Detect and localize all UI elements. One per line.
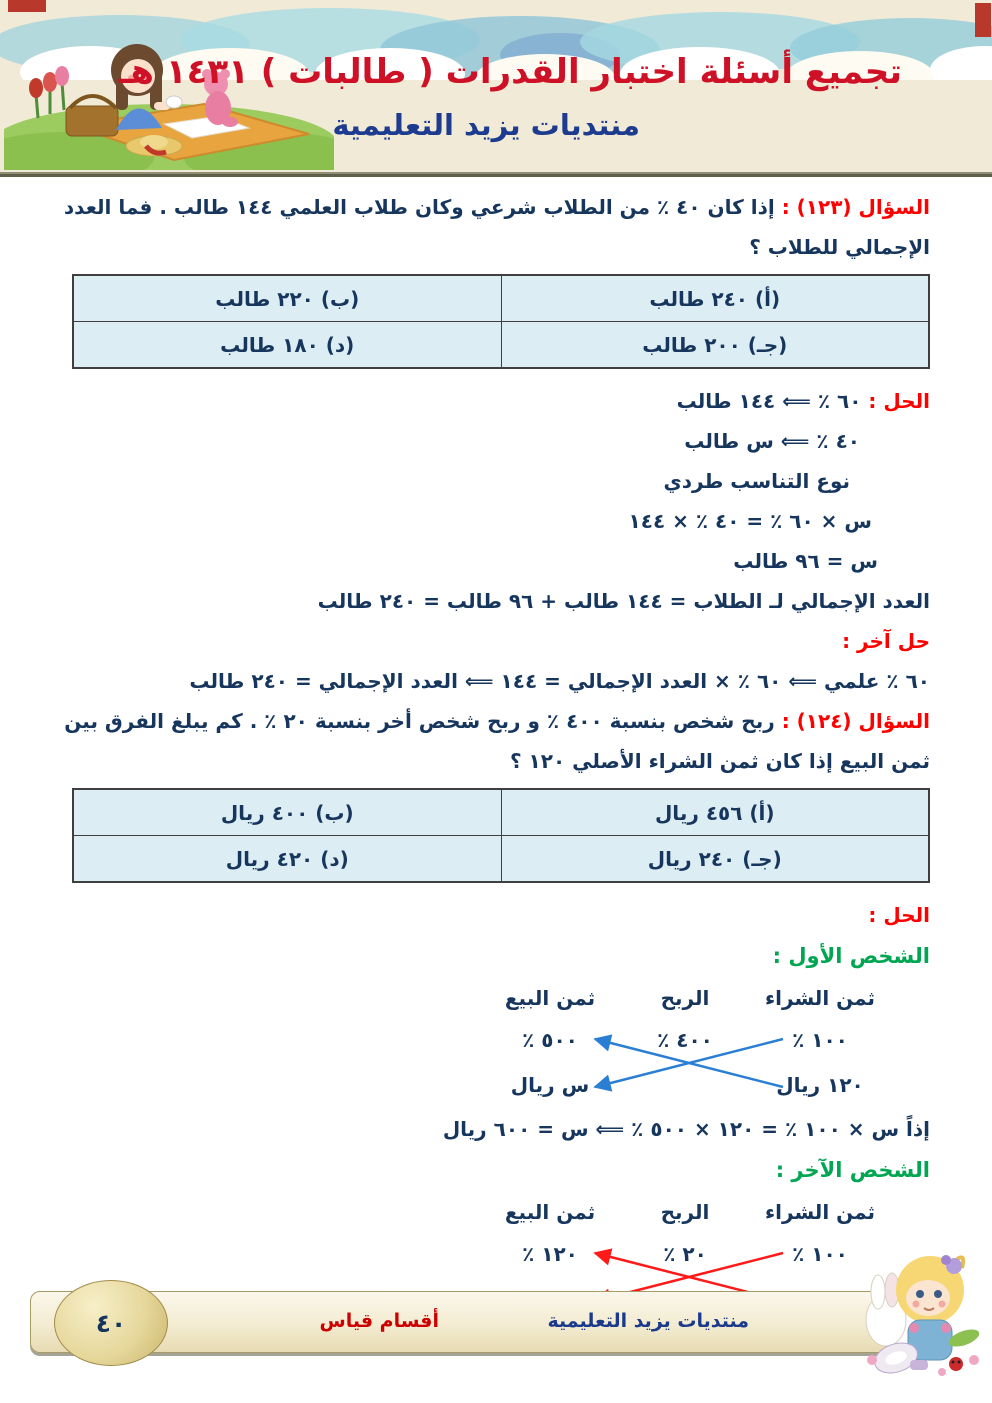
- answer-123-d: (د) ١٨٠ طالب: [72, 321, 502, 369]
- solution-124-label: الحل :: [868, 903, 930, 927]
- footer-bar: منتديات يزيد التعليمية أقسام قياس: [30, 1291, 890, 1353]
- question-123: السؤال (١٢٣) : إذا كان ٤٠ ٪ من الطلاب شر…: [62, 187, 930, 227]
- col-purchase-price: ثمن الشراء: [764, 1200, 876, 1224]
- answer-123-b: (ب) ٢٢٠ طالب: [72, 274, 502, 322]
- answers-table-123: (أ) ٢٤٠ طالب (ب) ٢٢٠ طالب (جـ) ٢٠٠ طالب …: [72, 274, 930, 369]
- person1-conclusion: إذاً س × ١٠٠ ٪ = ١٢٠ × ٥٠٠ ٪ ⟸ س = ٦٠٠ ر…: [442, 1117, 930, 1141]
- footer-site-name: منتديات يزيد التعليمية: [547, 1310, 749, 1332]
- col-sale-price: ثمن البيع: [504, 986, 596, 1010]
- document-body: السؤال (١٢٣) : إذا كان ٤٠ ٪ من الطلاب شر…: [0, 177, 992, 1323]
- corner-mark-right: [975, 3, 991, 37]
- solution-123-step2: ٤٠ ٪ ⟸ س طالب: [684, 429, 860, 453]
- question-124: السؤال (١٢٤) : ربح شخص بنسبة ٤٠٠ ٪ و ربح…: [62, 701, 930, 741]
- answer-124-d: (د) ٤٢٠ ريال: [72, 835, 502, 883]
- person1-proportion-table: ثمن الشراء الربح ثمن البيع ١٠٠ ٪ ٤٠٠ ٪ ٥…: [475, 977, 895, 1109]
- person1-sale-value: س ريال: [510, 1073, 590, 1097]
- col-profit: الربح: [660, 1200, 710, 1224]
- baby-illustration: [865, 1255, 980, 1376]
- solution-123-step4: س × ٦٠ ٪ = ٤٠ ٪ × ١٤٤: [628, 509, 872, 533]
- person2-pct-profit: ٢٠ ٪: [663, 1242, 707, 1266]
- alt-solution-line: ٦٠ ٪ علمي ⟸ ٦٠ ٪ × العدد الإجمالي = ١٤٤ …: [189, 669, 930, 693]
- answer-124-c: (جـ) ٢٤٠ ريال: [500, 835, 930, 883]
- solution-label: الحل :: [868, 389, 930, 413]
- person2-pct-sale: ١٢٠ ٪: [522, 1242, 578, 1266]
- cross-multiplication-arrows-blue: [593, 1034, 784, 1092]
- question-124-label: السؤال (١٢٤) :: [781, 709, 930, 733]
- picnic-girl-illustration: [4, 44, 334, 170]
- col-purchase-price: ثمن الشراء: [764, 986, 876, 1010]
- person1-title: الشخص الأول :: [772, 944, 930, 968]
- person1-purchase-value: ١٢٠ ريال: [776, 1073, 864, 1097]
- person1-pct-sale: ٥٠٠ ٪: [522, 1028, 578, 1052]
- answers-table-124: (أ) ٤٥٦ ريال (ب) ٤٠٠ ريال (جـ) ٢٤٠ ريال …: [72, 788, 930, 883]
- solution-123-step3: نوع التناسب طردي: [663, 469, 850, 493]
- page-number: ٤٠: [95, 1308, 127, 1338]
- answer-124-a: (أ) ٤٥٦ ريال: [500, 788, 930, 836]
- question-124-text: ربح شخص بنسبة ٤٠٠ ٪ و ربح شخص أخر بنسبة …: [64, 709, 775, 733]
- person1-pct-purchase: ١٠٠ ٪: [792, 1028, 848, 1052]
- question-123-text: إذا كان ٤٠ ٪ من الطلاب شرعي وكان طلاب ال…: [63, 195, 775, 219]
- question-123-text-line2: الإجمالي للطلاب ؟: [749, 235, 930, 259]
- question-124-text-line2: ثمن البيع إذا كان ثمن الشراء الأصلي ١٢٠ …: [509, 749, 930, 773]
- question-123-label: السؤال (١٢٣) :: [781, 195, 930, 219]
- person2-headers: ثمن الشراء الربح ثمن البيع: [475, 1191, 895, 1233]
- answer-123-c: (جـ) ٢٠٠ طالب: [500, 321, 930, 369]
- col-sale-price: ثمن البيع: [504, 1200, 596, 1224]
- page-title: تجميع أسئلة اختبار القدرات ( طالبات ) ١٤…: [118, 52, 903, 92]
- page-header-banner: تجميع أسئلة اختبار القدرات ( طالبات ) ١٤…: [0, 0, 992, 174]
- person2-pct-purchase: ١٠٠ ٪: [792, 1242, 848, 1266]
- header-divider: [0, 174, 992, 177]
- person2-title: الشخص الآخر :: [775, 1158, 930, 1182]
- site-title: منتديات يزيد التعليمية: [332, 108, 640, 142]
- col-profit: الربح: [660, 986, 710, 1010]
- person1-value-row: ١٢٠ ريال س ريال: [475, 1061, 895, 1109]
- corner-mark-left: [8, 0, 46, 12]
- solution-123-step1: ٦٠ ٪ ⟸ ١٤٤ طالب: [676, 389, 862, 413]
- answer-123-a: (أ) ٢٤٠ طالب: [500, 274, 930, 322]
- solution-123-step5: س = ٩٦ طالب: [733, 549, 878, 573]
- person1-pct-profit: ٤٠٠ ٪: [657, 1028, 713, 1052]
- person1-percent-row: ١٠٠ ٪ ٤٠٠ ٪ ٥٠٠ ٪: [475, 1019, 895, 1061]
- person1-headers: ثمن الشراء الربح ثمن البيع: [475, 977, 895, 1019]
- solution-123-line1: الحل : ٦٠ ٪ ⟸ ١٤٤ طالب: [62, 381, 930, 421]
- answer-124-b: (ب) ٤٠٠ ريال: [72, 788, 502, 836]
- solution-123-step6: العدد الإجمالي لـ الطلاب = ١٤٤ طالب + ٩٦…: [317, 589, 930, 613]
- footer-qiyas-label: أقسام قياس: [319, 1310, 439, 1332]
- person2-percent-row: ١٠٠ ٪ ٢٠ ٪ ١٢٠ ٪: [475, 1233, 895, 1275]
- page-number-badge: ٤٠: [54, 1280, 168, 1366]
- alt-solution-label: حل آخر :: [842, 629, 930, 653]
